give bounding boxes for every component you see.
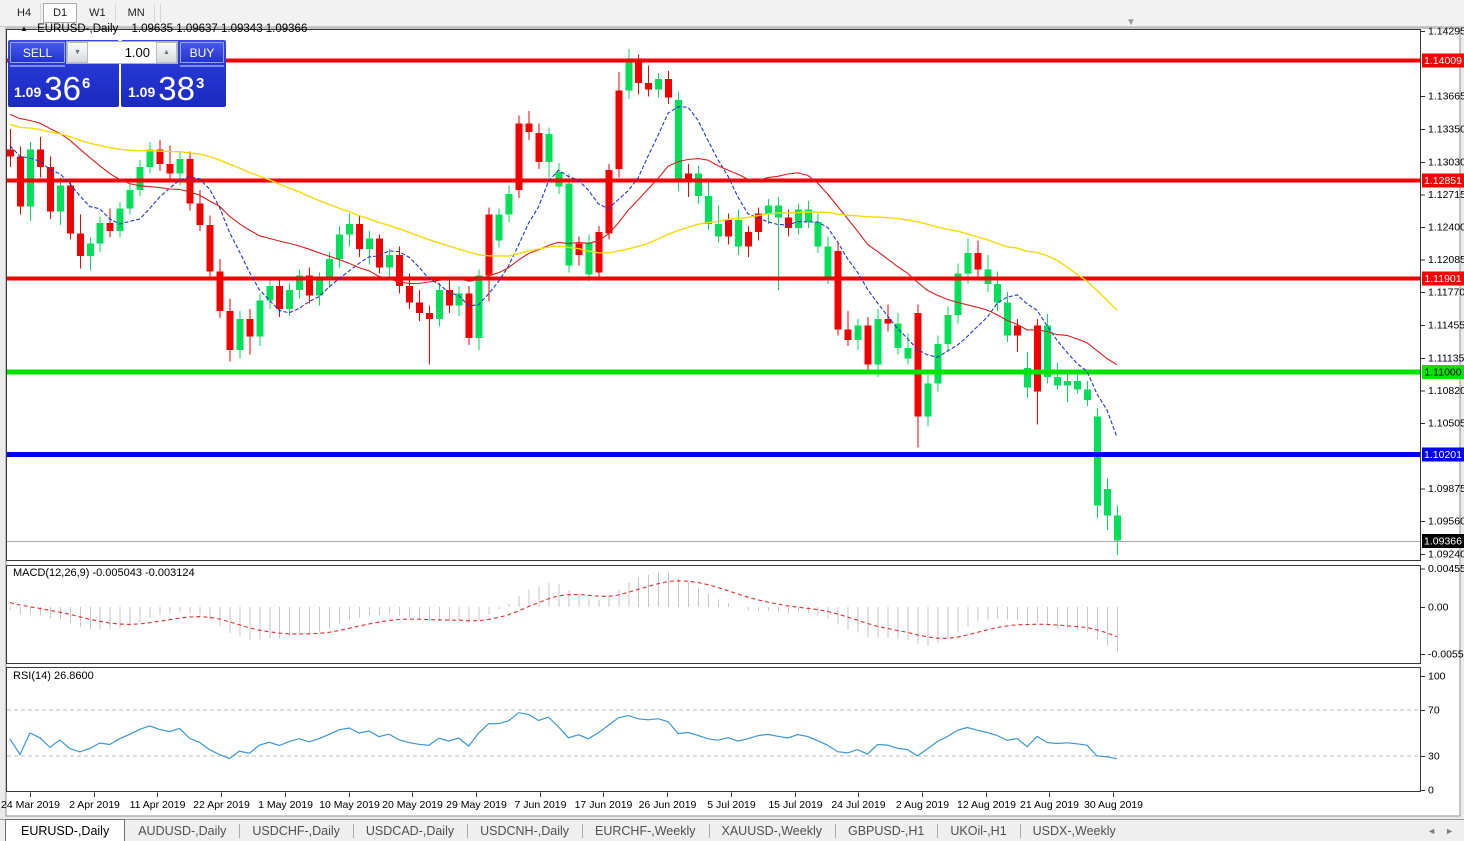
tab-scroll-left-icon[interactable]: ◄ xyxy=(1427,826,1437,836)
buy-underline xyxy=(180,65,224,67)
svg-text:1.11901: 1.11901 xyxy=(1424,273,1461,285)
svg-text:30: 30 xyxy=(1428,750,1440,762)
svg-text:1.13350: 1.13350 xyxy=(1428,123,1464,135)
svg-text:1.10505: 1.10505 xyxy=(1428,418,1464,430)
svg-text:1.14009: 1.14009 xyxy=(1424,55,1462,67)
timeframe-button-mn[interactable]: MN xyxy=(118,3,155,23)
chart-tab-audusd-daily[interactable]: AUDUSD-,Daily xyxy=(138,824,227,838)
buy-price-main: 38 xyxy=(158,70,195,107)
chart-tab-usdcnh-daily[interactable]: USDCNH-,Daily xyxy=(467,820,582,841)
chart-tab-xauusd-weekly[interactable]: XAUUSD-,Weekly xyxy=(708,820,835,841)
timeframe-toolbar: H4 D1 W1 MN xyxy=(0,0,1464,27)
chart-tab-bar: EURUSD-,Daily AUDUSD-,Daily USDCHF-,Daily U… xyxy=(0,819,1464,841)
chart-tab-usdchf-daily[interactable]: USDCHF-,Daily xyxy=(239,820,353,841)
chart-title: ▲ EURUSD-,Daily 1.09635 1.09637 1.09343 … xyxy=(20,23,307,35)
sell-price-display[interactable]: 1.09 36 6 xyxy=(14,67,118,107)
sell-underline xyxy=(10,65,65,67)
svg-text:100: 100 xyxy=(1428,671,1446,683)
svg-text:0.00: 0.00 xyxy=(1428,602,1449,614)
timeframe-button-w1[interactable]: W1 xyxy=(79,3,116,23)
volume-input[interactable]: 1.00 xyxy=(88,42,156,63)
one-click-trading-widget: SELL BUY ▼ 1.00 ▲ 1.09 36 6 1.09 38 3 xyxy=(8,40,226,107)
svg-text:24 Mar 2019: 24 Mar 2019 xyxy=(1,799,60,811)
sell-price-pip: 6 xyxy=(81,75,91,92)
svg-text:0.00455: 0.00455 xyxy=(1428,563,1464,575)
svg-text:11 Apr 2019: 11 Apr 2019 xyxy=(130,799,186,811)
chart-tab-usdcad-daily[interactable]: USDCAD-,Daily xyxy=(352,820,467,841)
chart-tab-usdx-weekly[interactable]: USDX-,Weekly xyxy=(1019,820,1129,841)
chart-scroll-hint-icon[interactable]: ▼ xyxy=(1126,17,1136,28)
svg-text:1.12400: 1.12400 xyxy=(1428,222,1464,234)
sell-price-prefix: 1.09 xyxy=(14,84,42,100)
svg-text:15 Jul 2019: 15 Jul 2019 xyxy=(768,799,822,811)
svg-text:1.13665: 1.13665 xyxy=(1428,91,1464,103)
svg-text:1.12085: 1.12085 xyxy=(1428,254,1464,266)
volume-spinner: ▼ 1.00 ▲ xyxy=(66,41,178,64)
svg-text:70: 70 xyxy=(1428,705,1440,717)
volume-decrease-icon[interactable]: ▼ xyxy=(67,42,88,63)
svg-text:24 Jul 2019: 24 Jul 2019 xyxy=(831,799,885,811)
macd-label: MACD(12,26,9) -0.005043 -0.003124 xyxy=(13,567,195,579)
svg-text:10 May 2019: 10 May 2019 xyxy=(319,799,380,811)
svg-text:1.09875: 1.09875 xyxy=(1428,483,1464,495)
svg-text:1.12851: 1.12851 xyxy=(1424,175,1462,187)
collapse-icon[interactable]: ▲ xyxy=(20,24,28,33)
svg-text:1.14295: 1.14295 xyxy=(1428,26,1464,38)
svg-text:22 Apr 2019: 22 Apr 2019 xyxy=(193,799,250,811)
svg-text:2 Apr 2019: 2 Apr 2019 xyxy=(69,799,120,811)
svg-text:1.09560: 1.09560 xyxy=(1428,515,1464,527)
chart-tab-eurchf-weekly[interactable]: EURCHF-,Weekly xyxy=(582,820,708,841)
chart-tab-eurusd-daily[interactable]: EURUSD-,Daily xyxy=(5,819,126,841)
tab-scroll-right-icon[interactable]: ► xyxy=(1445,826,1454,836)
ohlc-values: 1.09635 1.09637 1.09343 1.09366 xyxy=(131,23,308,35)
toolbar-separator xyxy=(159,4,161,22)
svg-text:5 Jul 2019: 5 Jul 2019 xyxy=(707,799,756,811)
buy-price-pip: 3 xyxy=(195,75,205,92)
svg-text:-0.0055: -0.0055 xyxy=(1428,648,1464,660)
svg-text:2 Aug 2019: 2 Aug 2019 xyxy=(896,799,949,811)
timeframe-button-d1[interactable]: D1 xyxy=(43,3,78,23)
buy-button[interactable]: BUY xyxy=(180,42,224,63)
rsi-label: RSI(14) 26.8600 xyxy=(13,670,94,682)
svg-text:30 Aug 2019: 30 Aug 2019 xyxy=(1084,799,1143,811)
svg-text:1.11135: 1.11135 xyxy=(1428,352,1464,364)
svg-text:1.09240: 1.09240 xyxy=(1428,548,1464,560)
volume-increase-icon[interactable]: ▲ xyxy=(156,42,177,63)
tab-scroll-arrows: ◄ ► xyxy=(1427,820,1464,841)
svg-text:1.13030: 1.13030 xyxy=(1428,156,1464,168)
buy-price-display[interactable]: 1.09 38 3 xyxy=(128,67,224,107)
svg-text:1.10201: 1.10201 xyxy=(1424,449,1462,461)
svg-text:1.11770: 1.11770 xyxy=(1428,287,1464,299)
chart-tab-ukoil-h1[interactable]: UKOil-,H1 xyxy=(937,820,1019,841)
svg-text:26 Jun 2019: 26 Jun 2019 xyxy=(639,799,697,811)
timeframe-button-h4[interactable]: H4 xyxy=(7,3,42,23)
sell-price-main: 36 xyxy=(44,70,81,107)
svg-text:0: 0 xyxy=(1428,785,1434,797)
svg-text:1.11455: 1.11455 xyxy=(1428,319,1464,331)
svg-text:21 Aug 2019: 21 Aug 2019 xyxy=(1020,799,1079,811)
svg-text:7 Jun 2019: 7 Jun 2019 xyxy=(515,799,567,811)
svg-text:1.11000: 1.11000 xyxy=(1424,366,1461,378)
sell-button[interactable]: SELL xyxy=(10,42,65,63)
svg-text:17 Jun 2019: 17 Jun 2019 xyxy=(575,799,633,811)
svg-text:1.12715: 1.12715 xyxy=(1428,189,1464,201)
buy-price-prefix: 1.09 xyxy=(128,84,156,100)
chart-tab-gbpusd-h1[interactable]: GBPUSD-,H1 xyxy=(834,820,937,841)
svg-text:1.09366: 1.09366 xyxy=(1424,535,1462,547)
svg-text:1 May 2019: 1 May 2019 xyxy=(258,799,313,811)
svg-text:1.10820: 1.10820 xyxy=(1428,385,1464,397)
svg-text:29 May 2019: 29 May 2019 xyxy=(446,799,507,811)
svg-text:12 Aug 2019: 12 Aug 2019 xyxy=(957,799,1016,811)
symbol-label: EURUSD-,Daily xyxy=(37,23,119,35)
svg-text:20 May 2019: 20 May 2019 xyxy=(382,799,443,811)
